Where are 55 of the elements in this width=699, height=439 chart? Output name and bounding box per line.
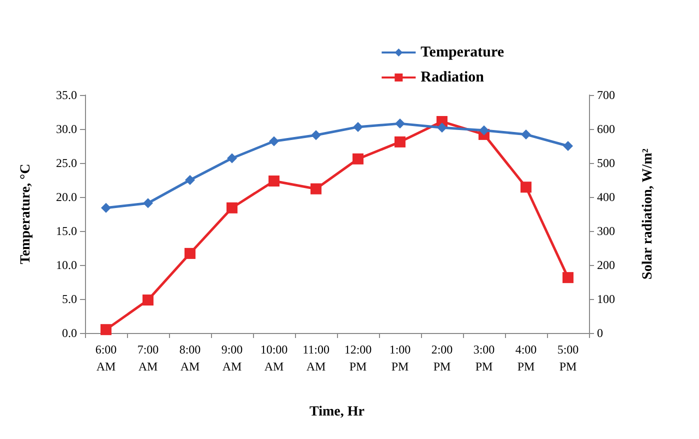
x-tick-label: 5:00 PM xyxy=(557,342,579,374)
y-tick-label: 15.0 xyxy=(56,224,77,238)
y2-axis-title: Solar radiation, W/m² xyxy=(640,148,656,280)
point xyxy=(394,136,406,148)
point xyxy=(479,125,489,136)
y2-tick-label: 500 xyxy=(597,156,615,170)
point xyxy=(100,324,112,336)
y2-tick-label: 700 xyxy=(597,88,615,102)
y2-tick-label: 0 xyxy=(597,326,603,340)
y2-tick-label: 100 xyxy=(597,292,615,306)
y-axis-title: Temperature, °C xyxy=(18,164,34,264)
point xyxy=(562,272,574,284)
point xyxy=(353,122,363,132)
x-axis-title: Time, Hr xyxy=(310,404,364,420)
point xyxy=(310,183,322,194)
y-tick-label: 20.0 xyxy=(56,190,77,204)
point xyxy=(142,294,154,306)
x-tick-label: 7:00 AM xyxy=(137,342,159,374)
y-tick-label: 35.0 xyxy=(56,88,77,102)
legend-label: Radiation xyxy=(420,70,485,86)
point xyxy=(563,141,573,151)
point xyxy=(311,130,321,140)
point xyxy=(227,153,237,164)
x-tick-label: 1:00 PM xyxy=(389,342,411,374)
y-tick-label: 0.0 xyxy=(62,326,77,340)
x-tick-label: 4:00 PM xyxy=(515,342,537,374)
y2-tick-label: 400 xyxy=(597,190,615,204)
point xyxy=(520,182,532,193)
point xyxy=(226,202,238,214)
point xyxy=(185,175,195,185)
point xyxy=(352,153,364,164)
legend-label: Temperature xyxy=(420,44,504,60)
y-tick-label: 5.0 xyxy=(62,292,77,306)
x-tick-label: 10:00 AM xyxy=(260,342,288,374)
point xyxy=(184,248,196,259)
x-tick-label: 12:00 PM xyxy=(344,342,372,374)
y-tick-label: 30.0 xyxy=(56,122,77,136)
y-tick-label: 10.0 xyxy=(56,258,77,272)
point xyxy=(143,198,153,208)
point xyxy=(101,202,111,213)
y2-tick-label: 200 xyxy=(597,258,615,272)
point xyxy=(269,136,279,146)
y2-tick-label: 600 xyxy=(597,122,615,136)
x-tick-label: 11:00 AM xyxy=(302,342,330,374)
point xyxy=(268,176,280,187)
x-tick-label: 2:00 PM xyxy=(431,342,453,374)
x-tick-label: 6:00 AM xyxy=(95,342,117,374)
point xyxy=(395,118,405,129)
point xyxy=(521,129,531,140)
y2-tick-label: 300 xyxy=(597,224,615,238)
x-tick-label: 3:00 PM xyxy=(473,342,495,374)
x-tick-label: 8:00 AM xyxy=(179,342,201,374)
y-tick-label: 25.0 xyxy=(56,156,77,170)
x-tick-label: 9:00 AM xyxy=(221,342,243,374)
point xyxy=(437,122,447,133)
